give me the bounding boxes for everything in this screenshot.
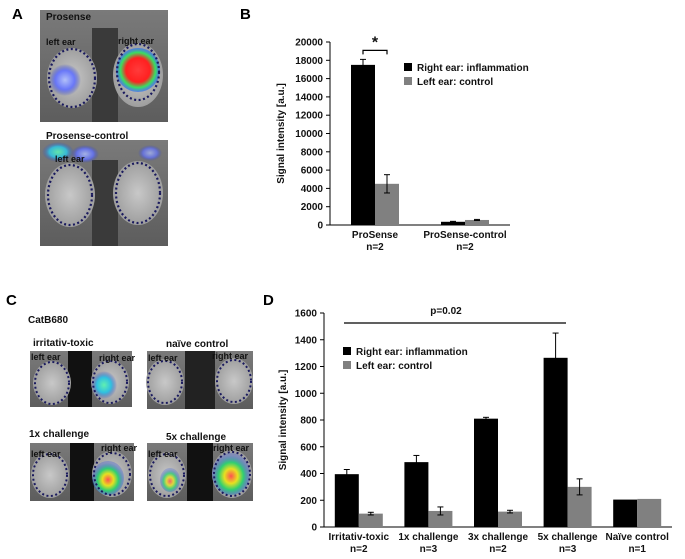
legend-label: Left ear: control [417,77,493,88]
bar [334,474,359,527]
y-tick-label: 0 [311,523,317,534]
panel-c-tr-right-ear: right ear [212,351,249,361]
significance-bracket [362,49,388,55]
legend-label: Left ear: control [356,361,432,372]
category-n-label: n=2 [489,544,507,555]
panel-c-1x-image [30,443,134,501]
category-n-label: n=1 [628,544,646,555]
y-tick-label: 1000 [295,389,318,400]
legend-swatch [404,77,412,85]
panel-c-header: CatB680 [28,315,68,326]
bar [404,462,429,527]
y-tick-label: 600 [300,442,317,453]
significance-star: * [372,34,379,51]
bar [498,511,522,527]
category-label: 3x challenge [468,532,528,543]
legend-label: Right ear: inflammation [356,347,468,358]
bar [441,221,465,225]
y-tick-label: 8000 [301,147,324,158]
panel-c-bl-left-ear: left ear [31,449,61,459]
y-axis-label: Signal intensity [a.u.] [278,370,289,471]
bar [543,357,568,527]
category-n-label: n=3 [420,544,438,555]
bar [358,513,383,527]
y-tick-label: 20000 [295,38,323,49]
y-tick-label: 2000 [301,202,324,213]
legend-label: Right ear: inflammation [417,63,529,74]
panel-a-prosense-title: Prosense [46,12,91,23]
bar [428,510,453,527]
panel-c-irritativ-image [30,351,132,407]
panel-c-1x-title: 1x challenge [29,429,89,440]
legend-swatch [404,63,412,71]
category-n-label: n=2 [456,242,474,253]
category-label: Irritativ-toxic [329,532,390,543]
category-label: ProSense [352,230,399,241]
category-label: ProSense-control [423,230,507,241]
panel-c-naive-title: naïve control [166,339,228,350]
y-tick-label: 18000 [295,56,323,67]
y-tick-label: 12000 [295,111,323,122]
panel-letter-d: D [263,292,274,309]
panel-letter-a: A [12,6,23,23]
panel-a-top-image [40,10,168,122]
y-axis-label: Signal intensity [a.u.] [276,83,287,184]
y-tick-label: 0 [317,221,323,232]
panel-c-irritativ-title: irritativ-toxic [33,338,94,349]
pvalue-label: p=0.02 [430,306,462,317]
y-tick-label: 800 [300,416,317,427]
y-tick-label: 200 [300,496,317,507]
panel-c-tl-left-ear: left ear [31,352,61,362]
panel-c-br-right-ear: right ear [213,443,250,453]
y-tick-label: 1200 [295,362,318,373]
panel-a-right-ear-label: right ear [118,36,155,46]
bar [351,64,375,225]
bar [465,219,489,225]
legend-swatch [343,347,351,355]
panel-a-left-ear-label: left ear [46,37,76,47]
panel-c-5x-image [147,443,253,501]
bar [613,499,638,527]
panel-c-tr-left-ear: left ear [148,353,178,363]
panel-letter-c: C [6,292,17,309]
y-tick-label: 400 [300,469,317,480]
panel-c-bl-right-ear: right ear [101,443,138,453]
y-tick-label: 6000 [301,166,324,177]
y-tick-label: 10000 [295,129,323,140]
chart-b: 0 2000 4000 6000 8000 10000 12000 14000 16000 180… [276,34,529,253]
chart-d: 0 200 400 600 800 1000 1200 1400 1600 Signal inte… [278,306,672,555]
panel-letter-b: B [240,6,251,23]
y-tick-label: 14000 [295,92,323,103]
category-n-label: n=2 [350,544,368,555]
panel-a-bottom-image [40,140,168,246]
panel-c-naive-image [146,351,253,409]
legend-swatch [343,361,351,369]
y-tick-label: 4000 [301,184,324,195]
category-label: 1x challenge [398,532,458,543]
category-n-label: n=2 [366,242,384,253]
category-label: 5x challenge [538,532,598,543]
bar [474,418,498,527]
panel-c-5x-title: 5x challenge [166,432,226,443]
y-tick-label: 16000 [295,74,323,85]
category-label: Naïve control [606,532,670,543]
y-tick-label: 1600 [295,309,318,320]
bar [637,498,662,527]
panel-a-prosense-control-title: Prosense-control [46,131,128,142]
panel-c-tl-right-ear: right ear [99,353,136,363]
panel-c-br-left-ear: left ear [148,449,178,459]
panel-a-bottom-left-ear-label: left ear [55,154,85,164]
y-tick-label: 1400 [295,335,318,346]
category-n-label: n=3 [559,544,577,555]
